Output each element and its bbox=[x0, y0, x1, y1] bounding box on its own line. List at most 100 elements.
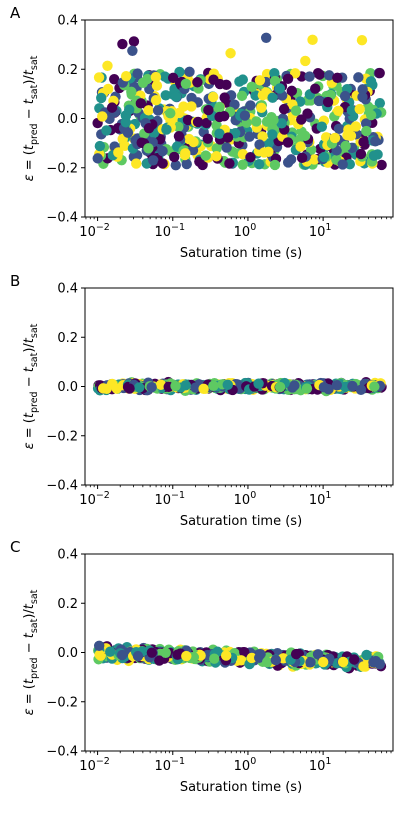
data-point bbox=[151, 80, 163, 91]
data-point bbox=[219, 92, 230, 103]
data-point bbox=[365, 76, 377, 87]
scatter-points bbox=[92, 376, 387, 397]
data-point bbox=[225, 48, 236, 59]
y-tick-label: −0.2 bbox=[46, 695, 78, 710]
data-point bbox=[307, 34, 318, 46]
data-point bbox=[290, 68, 301, 79]
data-point bbox=[357, 84, 368, 95]
data-point bbox=[305, 657, 316, 668]
data-point bbox=[160, 647, 171, 658]
data-point bbox=[310, 83, 321, 94]
data-point bbox=[245, 100, 256, 111]
data-point bbox=[124, 104, 135, 115]
data-point bbox=[358, 136, 369, 148]
data-point bbox=[148, 155, 159, 166]
data-point bbox=[355, 384, 367, 395]
data-point bbox=[317, 656, 329, 668]
data-point bbox=[96, 92, 107, 104]
data-point bbox=[157, 145, 168, 157]
data-point bbox=[122, 127, 134, 138]
data-point bbox=[346, 105, 358, 116]
data-point bbox=[143, 143, 154, 154]
data-point bbox=[173, 131, 185, 142]
panel-b: −0.4 −0.2 0.0 0.2 0.4 10−2 10−1 100 101 Saturatio… bbox=[10, 272, 394, 529]
scatter-points bbox=[93, 640, 387, 674]
data-point bbox=[368, 150, 380, 161]
data-point bbox=[93, 640, 105, 651]
y-tick-label: −0.4 bbox=[46, 211, 78, 226]
y-tick-label: 0.0 bbox=[57, 380, 78, 395]
data-point bbox=[370, 136, 381, 147]
data-point bbox=[157, 158, 168, 169]
data-point bbox=[355, 148, 367, 160]
data-point bbox=[269, 159, 281, 171]
panel-letter: C bbox=[10, 538, 20, 556]
x-tick-label: 101 bbox=[309, 222, 332, 240]
x-tick-label: 101 bbox=[309, 756, 332, 774]
y-axis-label: ε = (tpred − tsat)/tsat bbox=[22, 55, 40, 181]
data-point bbox=[287, 382, 298, 393]
data-point bbox=[102, 60, 113, 71]
data-point bbox=[169, 151, 180, 163]
data-point bbox=[376, 159, 387, 171]
data-point bbox=[278, 103, 290, 115]
x-tick-label: 10−2 bbox=[79, 222, 110, 240]
data-point bbox=[254, 158, 265, 170]
data-point bbox=[337, 159, 348, 170]
data-point bbox=[132, 650, 144, 662]
y-tick-label: 0.2 bbox=[57, 331, 78, 346]
data-point bbox=[356, 35, 368, 46]
data-point bbox=[254, 652, 265, 663]
data-point bbox=[202, 133, 213, 144]
data-point bbox=[111, 383, 122, 394]
data-point bbox=[269, 67, 280, 79]
data-point bbox=[342, 130, 353, 141]
data-point bbox=[304, 71, 315, 82]
data-point bbox=[170, 380, 181, 392]
data-point bbox=[282, 137, 294, 148]
data-point bbox=[220, 650, 232, 661]
data-point bbox=[374, 97, 386, 109]
data-point bbox=[94, 649, 105, 660]
x-axis-label: Saturation time (s) bbox=[180, 246, 302, 261]
panel-c: −0.4 −0.2 0.0 0.2 0.4 10−2 10−1 100 101 Saturatio… bbox=[10, 538, 394, 795]
data-point bbox=[354, 103, 365, 115]
data-point bbox=[369, 381, 380, 392]
data-point bbox=[224, 158, 235, 169]
data-point bbox=[208, 380, 219, 392]
data-point bbox=[150, 95, 162, 106]
data-point bbox=[368, 657, 379, 668]
data-point bbox=[184, 66, 195, 78]
data-point bbox=[105, 646, 116, 657]
data-point bbox=[313, 95, 325, 107]
data-point bbox=[222, 379, 233, 391]
data-point bbox=[246, 652, 257, 664]
data-point bbox=[182, 114, 194, 126]
data-point bbox=[365, 109, 377, 121]
data-point bbox=[155, 379, 167, 390]
data-point bbox=[316, 121, 328, 132]
data-point bbox=[353, 72, 364, 83]
data-point bbox=[256, 102, 267, 114]
data-point bbox=[251, 116, 262, 127]
data-point bbox=[234, 76, 245, 87]
data-point bbox=[357, 91, 368, 103]
data-point bbox=[246, 81, 258, 93]
data-point bbox=[170, 159, 181, 171]
data-point bbox=[274, 83, 286, 94]
data-point bbox=[117, 38, 128, 50]
data-point bbox=[257, 131, 268, 142]
data-point bbox=[350, 121, 362, 132]
x-axis-label: Saturation time (s) bbox=[180, 514, 302, 529]
data-point bbox=[333, 105, 344, 116]
x-tick-label: 10−2 bbox=[79, 490, 110, 508]
data-point bbox=[337, 656, 349, 668]
data-point bbox=[161, 124, 172, 135]
data-point bbox=[181, 650, 192, 662]
data-point bbox=[94, 140, 106, 152]
data-point bbox=[127, 45, 138, 56]
y-tick-label: −0.2 bbox=[46, 161, 78, 176]
data-point bbox=[214, 101, 225, 113]
data-point bbox=[269, 75, 281, 87]
